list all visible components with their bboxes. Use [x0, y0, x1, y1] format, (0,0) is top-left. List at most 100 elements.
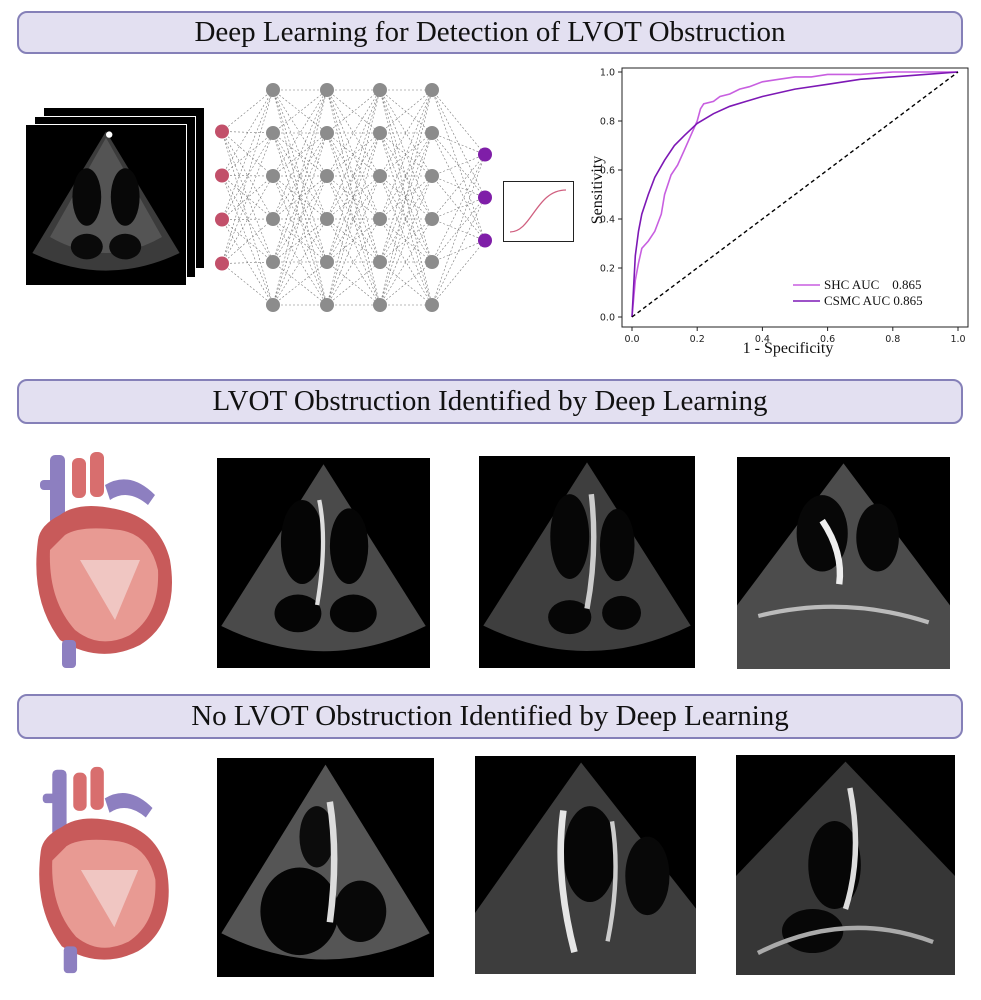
network-edge — [221, 131, 274, 177]
network-edge — [221, 175, 274, 220]
network-edge — [221, 218, 274, 264]
roc-legend-label: SHC AUC 0.865 — [824, 277, 922, 292]
network-edge — [379, 89, 433, 306]
network-node-hidden — [373, 83, 387, 97]
roc-x-tick-label: 0.6 — [820, 334, 835, 345]
network-edge — [431, 197, 486, 220]
network-edge — [379, 175, 433, 263]
network-edge — [431, 197, 486, 263]
roc-x-tick-label: 0.0 — [624, 334, 639, 345]
network-edge — [221, 175, 274, 220]
network-node-hidden — [266, 126, 280, 140]
network-edge — [272, 132, 328, 177]
network-edge — [431, 154, 486, 220]
network-node-hidden — [320, 298, 334, 312]
roc-x-tick-label: 0.2 — [690, 334, 705, 345]
network-edge — [326, 132, 381, 306]
network-edge — [272, 175, 328, 220]
network-edge — [272, 89, 328, 134]
network-edge — [326, 89, 381, 177]
network-edge — [221, 263, 274, 306]
roc-legend-label: CSMC AUC 0.865 — [824, 293, 923, 308]
sigmoid-activation-box — [503, 181, 574, 242]
network-edge — [272, 175, 328, 220]
network-edge — [326, 175, 381, 306]
echo-image-obstruction-2 — [479, 456, 695, 668]
network-edge — [431, 89, 486, 155]
network-edge — [221, 132, 274, 264]
network-edge — [379, 132, 433, 220]
network-edge — [272, 218, 328, 306]
section-title-bottom: No LVOT Obstruction Identified by Deep L… — [17, 694, 963, 739]
roc-plot-frame — [621, 67, 969, 328]
network-edge — [431, 154, 486, 177]
network-edge — [431, 132, 486, 155]
roc-x-tick-label: 1.0 — [950, 334, 965, 345]
network-connections — [221, 89, 486, 306]
network-edge — [221, 89, 274, 176]
network-edge — [221, 219, 274, 306]
network-edge — [379, 89, 433, 134]
network-node-hidden — [373, 298, 387, 312]
network-edge — [272, 89, 328, 177]
network-edge — [326, 89, 381, 263]
network-node-hidden — [266, 212, 280, 226]
network-edge — [221, 89, 274, 132]
network-edge — [272, 175, 328, 306]
network-edge — [379, 132, 433, 263]
network-node-input — [215, 124, 229, 139]
network-edge — [326, 261, 381, 306]
network-edge — [272, 89, 328, 134]
network-edge — [431, 240, 486, 306]
roc-x-tick-label: 0.4 — [755, 334, 770, 345]
roc-y-tick-label: 1.0 — [600, 68, 615, 79]
network-edge — [326, 175, 381, 263]
network-node-hidden — [373, 169, 387, 183]
roc-series-line-1 — [631, 71, 959, 318]
echo-image-no-obstruction-2 — [475, 756, 696, 974]
network-edge — [326, 132, 381, 220]
network-edge — [379, 89, 433, 177]
section-title-middle-text: LVOT Obstruction Identified by Deep Lear… — [212, 385, 768, 417]
network-node-hidden — [373, 212, 387, 226]
network-edge — [272, 132, 328, 220]
roc-x-axis-label: 1 - Specificity — [743, 340, 834, 357]
network-edge — [431, 89, 486, 241]
network-edge — [431, 154, 486, 306]
heart-illustration-no-obstruction — [39, 766, 169, 974]
network-node-hidden — [320, 169, 334, 183]
network-edge — [221, 218, 274, 220]
roc-series-line-0 — [631, 71, 958, 318]
network-node-hidden — [373, 126, 387, 140]
network-node-hidden — [266, 298, 280, 312]
roc-y-tick-label: 0.4 — [600, 215, 615, 226]
network-node-hidden — [425, 255, 439, 269]
roc-y-tick-label: 0.6 — [600, 166, 615, 177]
network-edge — [221, 219, 274, 263]
network-edge — [272, 132, 328, 263]
network-edge — [272, 132, 328, 220]
section-title-bottom-text: No LVOT Obstruction Identified by Deep L… — [191, 700, 789, 732]
network-edge — [326, 175, 381, 220]
network-node-hidden — [373, 255, 387, 269]
section-title-middle: LVOT Obstruction Identified by Deep Lear… — [17, 379, 963, 424]
echo-stack-frame-front — [25, 124, 187, 286]
network-edge — [272, 132, 328, 177]
network-node-hidden — [425, 298, 439, 312]
network-edge — [326, 132, 381, 177]
network-edge — [221, 175, 274, 263]
network-node-input — [215, 212, 229, 227]
network-edge — [379, 218, 433, 306]
heart-illustration-obstruction — [36, 452, 172, 668]
network-node-hidden — [266, 255, 280, 269]
sigmoid-curve-icon — [509, 189, 567, 233]
echo-image-no-obstruction-3 — [736, 755, 955, 975]
network-edge — [272, 218, 328, 263]
roc-y-tick-label: 0.0 — [600, 313, 615, 324]
roc-y-axis-label: Sensitivity — [589, 156, 606, 224]
network-edge — [326, 218, 381, 306]
network-node-hidden — [320, 83, 334, 97]
network-edge — [272, 89, 328, 177]
network-edge — [326, 175, 381, 263]
network-edge — [221, 131, 274, 220]
